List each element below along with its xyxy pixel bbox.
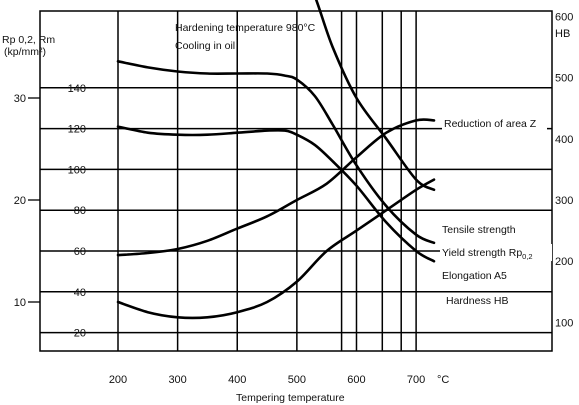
- axis-ticks: 200 300 400 500 600 700 20 40 60 80 100 120 140 10 20 3…: [14, 0, 574, 386]
- right-axis-label: HB: [555, 28, 570, 40]
- right-tick-label: 400: [555, 134, 573, 146]
- x-tick-label: 200: [109, 374, 127, 386]
- hardening-annotation: Hardening temperature 980°C: [175, 22, 316, 34]
- left-inner-tick-label: 140: [68, 83, 86, 95]
- left-outer-tick-label: 20: [14, 195, 26, 207]
- x-axis-label: Tempering temperature: [236, 392, 345, 404]
- left-inner-tick-label: 20: [74, 328, 86, 340]
- right-tick-label: 600: [555, 11, 573, 23]
- series-lines: [116, 0, 436, 320]
- legend-tensile-strength: Tensile strength: [442, 224, 516, 236]
- right-tick-label: 300: [555, 195, 573, 207]
- reduction-of-area-line: [116, 118, 436, 257]
- left-axis-label-line1: Rp 0,2, Rm: [2, 34, 55, 46]
- left-inner-tick-label: 40: [74, 287, 86, 299]
- left-outer-tick-label: 30: [14, 93, 26, 105]
- left-axis-label-line2: (kp/mm²): [4, 46, 46, 58]
- x-tick-label: 700: [407, 374, 425, 386]
- left-inner-tick-label: 80: [74, 205, 86, 217]
- left-inner-tick-label: 60: [74, 246, 86, 258]
- legend-reduction-of-area: Reduction of area Z: [444, 118, 537, 130]
- x-unit-label: °C: [437, 374, 449, 386]
- x-tick-label: 500: [288, 374, 306, 386]
- right-tick-label: 200: [555, 256, 573, 268]
- legend-elongation: Elongation A5: [442, 270, 507, 282]
- left-inner-tick-label: 100: [68, 164, 86, 176]
- plot-frame: [39, 10, 553, 352]
- x-tick-label: 300: [168, 374, 186, 386]
- right-tick-label: 500: [555, 73, 573, 85]
- right-tick-label: 100: [555, 317, 573, 329]
- elongation-line: [314, 0, 436, 192]
- grid-lines: [40, 11, 552, 351]
- tensile-strength-line: [116, 60, 436, 245]
- legend-yield-strength-subscript: 0,2: [522, 252, 532, 261]
- legend-hardness: Hardness HB: [446, 295, 508, 307]
- x-tick-label: 400: [228, 374, 246, 386]
- legend-yield-strength: Yield strength Rp0,2: [442, 247, 533, 261]
- cooling-annotation: Cooling in oil: [175, 40, 235, 52]
- legend-yield-strength-main: Yield strength Rp: [442, 247, 522, 259]
- left-inner-tick-label: 120: [68, 124, 86, 136]
- yield-strength-line: [116, 125, 436, 263]
- hardness-line: [116, 178, 436, 320]
- left-outer-tick-label: 10: [14, 297, 26, 309]
- left-outer-tick-label: 40: [14, 0, 26, 3]
- x-tick-label: 600: [347, 374, 365, 386]
